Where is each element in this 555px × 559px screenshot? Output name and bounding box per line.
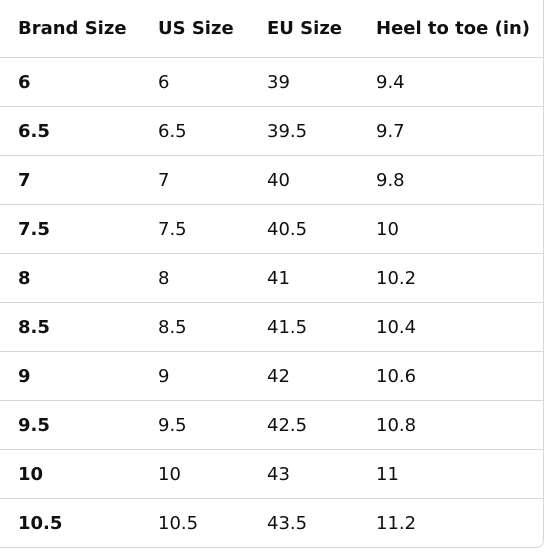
table-cell: 9 [0, 351, 140, 401]
table-cell: 8.5 [0, 302, 140, 352]
table-row: 10.5 10.5 43.5 11.2 [0, 499, 543, 548]
table-row: 8 8 41 10.2 [0, 253, 543, 303]
table-row: 8.5 8.5 41.5 10.4 [0, 302, 543, 352]
table-cell: 40.5 [249, 204, 358, 254]
table-row: 6 6 39 9.4 [0, 57, 543, 107]
table-row: 9.5 9.5 42.5 10.8 [0, 400, 543, 450]
table-cell: 9.5 [140, 400, 249, 450]
header-row: Brand Size US Size EU Size Heel to toe (in) [0, 0, 543, 58]
header-cell: Heel to toe (in) [358, 0, 543, 58]
size-table: Brand Size US Size EU Size Heel to toe (in)… [0, 0, 543, 548]
table-cell: 10.5 [18, 512, 63, 534]
table-cell: 8 [0, 253, 140, 303]
header-cell: US Size [140, 0, 249, 58]
table-cell: 7.5 [140, 204, 249, 254]
table-cell: 9.4 [358, 57, 543, 107]
header-cell: EU Size [249, 0, 358, 58]
table-cell: 39 [249, 57, 358, 107]
table-cell: 7 [140, 155, 249, 205]
table-cell: 42.5 [249, 400, 358, 450]
table-cell: 6.5 [0, 106, 140, 156]
table-cell: 40 [249, 155, 358, 205]
table-row: 9 9 42 10.6 [0, 351, 543, 401]
table-cell: 10.2 [358, 253, 543, 303]
table-cell: 11 [358, 449, 543, 499]
table-cell: 8.5 [140, 302, 249, 352]
table-cell: 8 [140, 253, 249, 303]
table-cell: 11.2 [376, 512, 417, 534]
table-row: 7 7 40 9.8 [0, 155, 543, 205]
table-cell: 41 [249, 253, 358, 303]
size-table-container: Brand Size US Size EU Size Heel to toe (in)… [0, 0, 544, 548]
table-cell: 10.8 [358, 400, 543, 450]
table-cell: 10 [140, 449, 249, 499]
table-cell: 9.5 [0, 400, 140, 450]
table-cell: 7.5 [0, 204, 140, 254]
table-cell: 10 [0, 449, 140, 499]
table-cell: 10.5 [158, 512, 199, 534]
table-cell: 6 [140, 57, 249, 107]
table-cell: 10.6 [358, 351, 543, 401]
table-row: 6.5 6.5 39.5 9.7 [0, 106, 543, 156]
table-cell: 9.8 [358, 155, 543, 205]
table-cell: 42 [249, 351, 358, 401]
table-cell: 6 [0, 57, 140, 107]
table-cell: 7 [0, 155, 140, 205]
table-body: 6 6 39 9.4 6.5 6.5 39.5 9.7 7 7 40 9.8 7.5 7.5 40.5 10 8… [0, 57, 543, 548]
table-cell: 43.5 [267, 512, 308, 534]
table-cell: 39.5 [249, 106, 358, 156]
table-row: 10 10 43 11 [0, 449, 543, 499]
table-cell: 9.7 [358, 106, 543, 156]
header-cell: Brand Size [0, 0, 140, 58]
table-row: 7.5 7.5 40.5 10 [0, 204, 543, 254]
table-cell: 10.4 [358, 302, 543, 352]
table-cell: 9 [140, 351, 249, 401]
table-cell: 6.5 [140, 106, 249, 156]
table-cell: 10 [358, 204, 543, 254]
table-cell: 43 [249, 449, 358, 499]
table-cell: 41.5 [249, 302, 358, 352]
